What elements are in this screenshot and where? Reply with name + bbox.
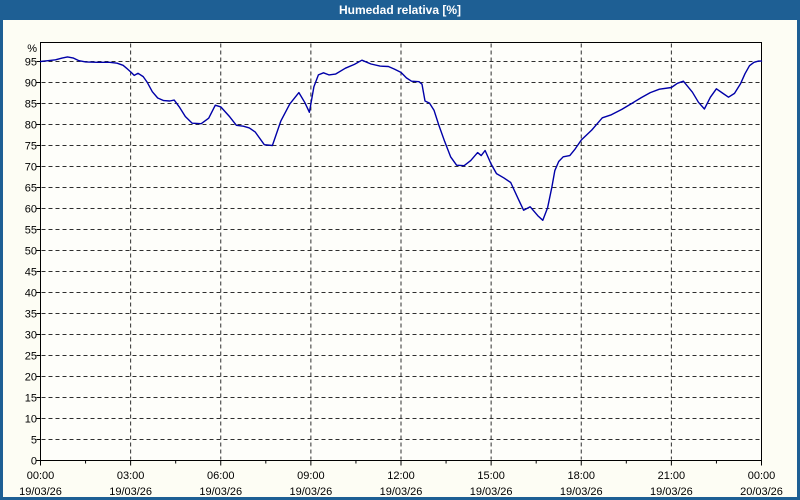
- x-axis-date-label: 19/03/26: [650, 486, 693, 498]
- y-axis-label: 75: [25, 141, 37, 153]
- y-axis-label: 15: [25, 393, 37, 405]
- x-axis-time-label: 00:00: [27, 470, 55, 482]
- y-axis-label: 20: [25, 372, 37, 384]
- x-axis-time-label: 12:00: [387, 470, 415, 482]
- y-axis-label: 10: [25, 414, 37, 426]
- y-axis-label: 85: [25, 99, 37, 111]
- x-axis-time-label: 21:00: [658, 470, 686, 482]
- y-axis-label: 55: [25, 225, 37, 237]
- window-border-right: [797, 0, 800, 500]
- y-axis-label: 30: [25, 330, 37, 342]
- y-axis-label: 45: [25, 267, 37, 279]
- x-axis-time-label: 00:00: [748, 470, 776, 482]
- chart-title: Humedad relativa [%]: [338, 3, 462, 17]
- y-axis-label: 5: [31, 435, 37, 447]
- x-axis-date-label: 19/03/26: [109, 486, 152, 498]
- y-axis-label: 90: [25, 78, 37, 90]
- y-axis-label: 25: [25, 351, 37, 363]
- x-axis-date-label: 19/03/26: [19, 486, 62, 498]
- y-axis-label: 95: [25, 57, 37, 69]
- x-axis-date-label: 19/03/26: [380, 486, 423, 498]
- x-axis-time-label: 06:00: [207, 470, 235, 482]
- humidity-series-line: [39, 56, 763, 222]
- plot-area: [40, 42, 762, 461]
- y-axis-label: 0: [31, 456, 37, 468]
- y-axis-label: 70: [25, 162, 37, 174]
- x-axis-time-label: 18:00: [567, 470, 595, 482]
- x-axis-date-label: 20/03/26: [740, 486, 783, 498]
- title-bar: Humedad relativa [%]: [0, 0, 800, 20]
- window-border-bottom: [0, 497, 800, 500]
- y-axis-label: 80: [25, 120, 37, 132]
- window-border-left: [0, 0, 3, 500]
- x-axis-date-label: 19/03/26: [560, 486, 603, 498]
- x-axis-date-label: 19/03/26: [470, 486, 513, 498]
- y-axis-label: 50: [25, 246, 37, 258]
- plot-frame: [40, 42, 762, 461]
- x-axis-time-label: 03:00: [117, 470, 145, 482]
- y-axis-label: 60: [25, 204, 37, 216]
- y-axis-unit-label: %: [27, 43, 37, 55]
- x-axis-time-label: 15:00: [477, 470, 505, 482]
- y-axis-label: 65: [25, 183, 37, 195]
- x-axis-date-label: 19/03/26: [199, 486, 242, 498]
- x-axis-date-label: 19/03/26: [289, 486, 332, 498]
- x-axis-time-label: 09:00: [297, 470, 325, 482]
- y-axis-label: 35: [25, 309, 37, 321]
- y-axis-label: 40: [25, 288, 37, 300]
